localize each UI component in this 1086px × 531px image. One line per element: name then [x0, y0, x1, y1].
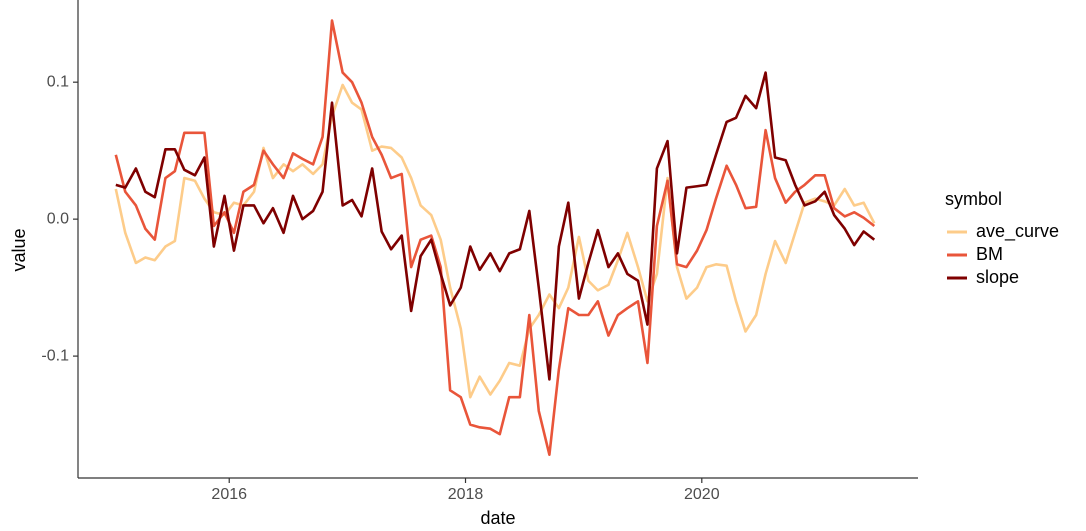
x-axis-title: date: [480, 508, 515, 528]
legend-title: symbol: [945, 189, 1002, 209]
series-line: [114, 19, 876, 457]
legend-label: BM: [976, 244, 1003, 264]
series-line: [114, 83, 876, 399]
x-tick-label: 2018: [448, 486, 484, 503]
legend-label: ave_curve: [976, 221, 1059, 242]
y-tick-label: -0.1: [41, 347, 69, 364]
y-tick-label: 0.1: [47, 73, 69, 90]
legend-label: slope: [976, 267, 1019, 287]
x-tick-label: 2016: [211, 486, 247, 503]
y-tick-label: 0.0: [47, 210, 69, 227]
x-tick-label: 2020: [684, 486, 720, 503]
series-line: [115, 71, 876, 381]
y-axis-title: value: [9, 228, 29, 271]
